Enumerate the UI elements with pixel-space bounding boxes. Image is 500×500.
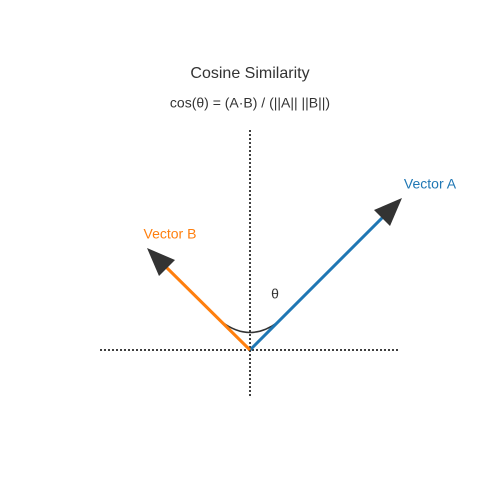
arrowhead-b (147, 248, 175, 276)
title: Cosine Similarity (190, 65, 309, 82)
vector-a-label: Vector A (404, 176, 457, 192)
vector-b-label: Vector B (144, 226, 197, 242)
angle-label: θ (271, 286, 279, 302)
vector-a (248, 212, 388, 352)
vector-b (161, 262, 252, 352)
formula: cos(θ) = (A·B) / (||A|| ||B||) (170, 95, 330, 111)
arrowhead-a (374, 198, 402, 226)
